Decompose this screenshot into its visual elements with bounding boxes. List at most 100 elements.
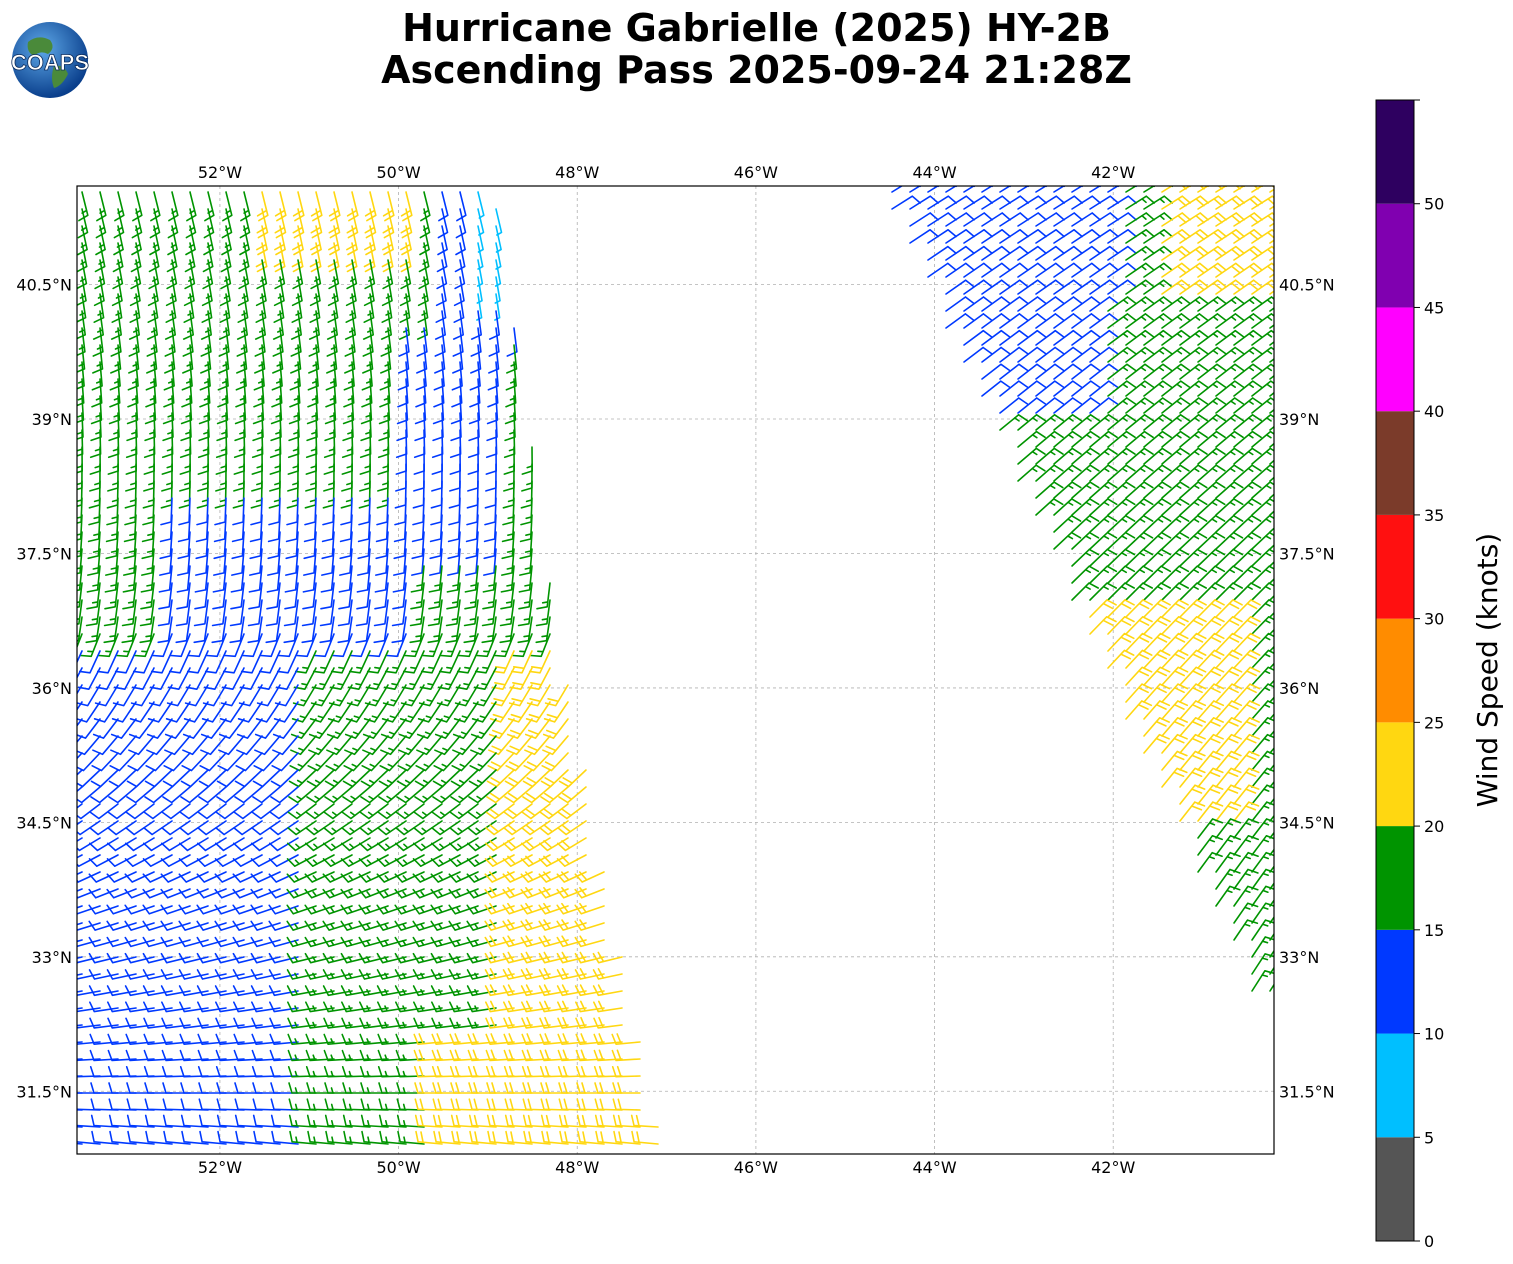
wind-barb bbox=[252, 1098, 281, 1111]
wind-barb bbox=[310, 225, 322, 256]
wind-barb bbox=[128, 735, 155, 756]
wind-barb bbox=[340, 904, 371, 915]
wind-barb bbox=[234, 786, 263, 804]
wind-barb bbox=[1071, 380, 1101, 397]
wind-barb bbox=[1233, 616, 1261, 635]
wind-barb bbox=[251, 803, 281, 820]
wind-barb bbox=[393, 548, 407, 576]
wind-barb bbox=[536, 582, 551, 610]
colorbar-tick-label: 0 bbox=[1424, 1232, 1434, 1251]
wind-barb bbox=[1251, 616, 1274, 635]
wind-barb bbox=[592, 984, 623, 997]
wind-barb bbox=[254, 735, 281, 756]
wind-barb bbox=[557, 1033, 587, 1045]
wind-barb bbox=[1215, 582, 1243, 601]
wind-barb bbox=[143, 1001, 173, 1013]
wind-barb bbox=[1143, 363, 1173, 380]
wind-barb bbox=[342, 786, 371, 804]
wind-barb bbox=[376, 936, 407, 948]
wind-barb bbox=[1251, 430, 1274, 448]
wind-barb bbox=[288, 769, 317, 788]
wind-barb bbox=[105, 531, 119, 560]
wind-barb bbox=[77, 1141, 101, 1145]
wind-barb bbox=[306, 1098, 335, 1111]
wind-barb bbox=[1233, 599, 1261, 618]
wind-barb bbox=[250, 854, 281, 867]
wind-barb bbox=[310, 684, 335, 707]
wind-barb bbox=[558, 786, 587, 804]
wind-barb bbox=[356, 565, 371, 593]
wind-barb bbox=[85, 616, 101, 644]
wind-barb bbox=[927, 262, 957, 278]
wind-barb bbox=[166, 242, 178, 273]
wind-barb bbox=[440, 633, 461, 658]
wind-barb bbox=[125, 1017, 155, 1029]
wind-barb bbox=[346, 225, 358, 256]
wind-barb bbox=[1251, 397, 1274, 414]
wind-barb bbox=[1197, 851, 1223, 873]
wind-barb bbox=[430, 985, 461, 997]
wind-barb bbox=[77, 990, 83, 993]
wind-barb bbox=[465, 531, 479, 560]
wind-barb bbox=[455, 225, 466, 256]
wind-barb bbox=[1179, 245, 1209, 261]
wind-barb bbox=[1179, 262, 1209, 278]
wind-barb bbox=[1161, 548, 1190, 567]
wind-barb bbox=[539, 803, 569, 820]
wind-barb bbox=[502, 871, 533, 883]
wind-barb bbox=[196, 969, 227, 980]
wind-barb bbox=[981, 279, 1011, 295]
wind-barb bbox=[269, 1001, 299, 1013]
wind-barb bbox=[1179, 582, 1207, 601]
wind-barb bbox=[410, 565, 425, 593]
wind-barb bbox=[445, 616, 461, 644]
wind-barb bbox=[1017, 430, 1046, 448]
wind-barb bbox=[394, 888, 425, 899]
wind-barb bbox=[432, 769, 461, 788]
wind-barb bbox=[981, 346, 1011, 363]
wind-barb bbox=[179, 1049, 209, 1062]
wind-barb bbox=[1197, 666, 1225, 686]
wind-barb bbox=[1143, 245, 1173, 261]
wind-barb bbox=[999, 380, 1029, 397]
wind-barb bbox=[198, 1098, 227, 1111]
wind-barb bbox=[304, 952, 335, 964]
wind-barb bbox=[1161, 195, 1191, 210]
wind-barb bbox=[981, 212, 1011, 227]
wind-barb bbox=[1269, 476, 1274, 482]
wind-barb bbox=[357, 548, 371, 576]
wind-barb bbox=[449, 1033, 479, 1045]
wind-barb bbox=[501, 514, 515, 543]
wind-barb bbox=[1179, 717, 1206, 737]
wind-barb bbox=[1071, 531, 1100, 550]
wind-barb bbox=[106, 936, 137, 948]
wind-barb bbox=[909, 212, 939, 227]
wind-barb bbox=[366, 650, 389, 674]
wind-barb bbox=[375, 531, 389, 560]
wind-barb bbox=[212, 582, 227, 610]
wind-barb bbox=[395, 1049, 425, 1062]
wind-barb bbox=[411, 514, 425, 543]
wind-barb bbox=[1251, 296, 1274, 312]
wind-barb bbox=[341, 1017, 371, 1029]
wind-barb bbox=[485, 1049, 515, 1062]
wind-barb bbox=[394, 480, 407, 509]
wind-barb bbox=[1017, 397, 1047, 414]
wind-barb bbox=[109, 1130, 137, 1145]
lon-tick-label-top: 52°W bbox=[198, 163, 242, 182]
wind-barb bbox=[285, 531, 299, 560]
lon-tick-label-top: 44°W bbox=[912, 163, 956, 182]
title-line-1: Hurricane Gabrielle (2025) HY-2B bbox=[402, 6, 1111, 50]
wind-barb bbox=[1269, 442, 1274, 448]
wind-barb bbox=[1179, 599, 1207, 618]
wind-barb bbox=[1143, 346, 1173, 363]
wind-barb bbox=[202, 242, 214, 273]
wind-barb bbox=[77, 1058, 101, 1062]
wind-barb bbox=[981, 380, 1011, 397]
wind-barb bbox=[77, 531, 83, 558]
wind-barb bbox=[431, 1049, 461, 1062]
wind-barb bbox=[1053, 498, 1082, 516]
wind-barb bbox=[305, 1066, 335, 1078]
wind-barb bbox=[1197, 632, 1225, 652]
colorbar-tick-label: 10 bbox=[1424, 1025, 1444, 1044]
